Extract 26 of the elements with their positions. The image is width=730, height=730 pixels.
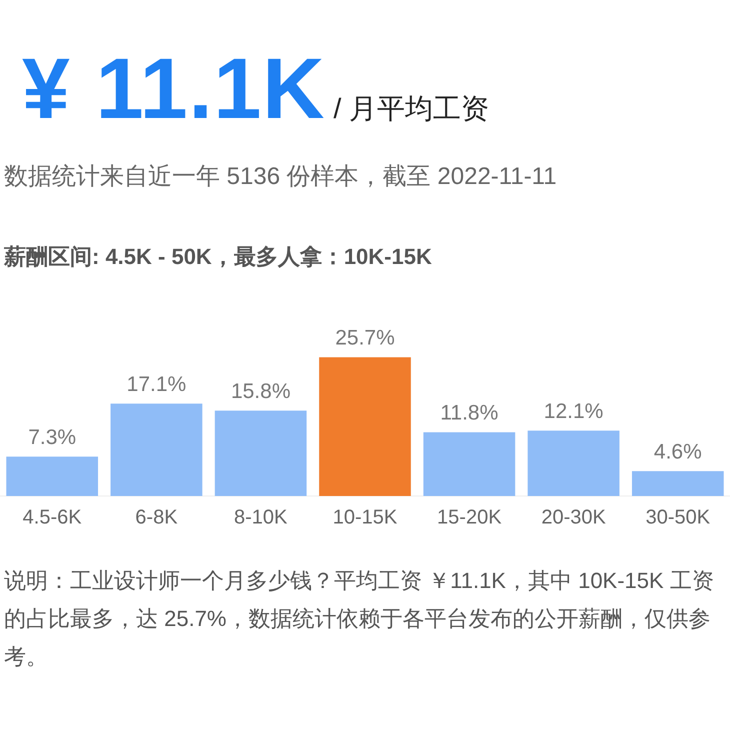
bar <box>110 404 202 496</box>
text: 数据统计来自近一年 5136 份样本，截至 2022-11-11 <box>4 162 558 192</box>
x-tick-label: 10-15K <box>332 506 398 529</box>
x-tick-label: 6-8K <box>135 506 178 529</box>
data-label: 15.8% <box>230 380 290 403</box>
x-tick-label: 4.5-6K <box>22 506 82 529</box>
bar <box>423 432 516 496</box>
data-label: 25.7% <box>335 326 395 350</box>
x-tick-label: 8-10K <box>234 506 288 529</box>
chart-subtitle: / 月平均工资 <box>333 93 490 124</box>
bar <box>319 357 411 496</box>
bar <box>6 456 98 496</box>
bar <box>214 410 307 496</box>
x-tick-label: 15-20K <box>437 506 502 529</box>
data-label: 4.6% <box>654 440 702 464</box>
x-tick-label: 30-50K <box>646 506 711 529</box>
text: 说明：工业设计师一个月多少钱？平均工资 ￥11.1K，其中 10K-15K 工资的占比最多，达 25.7%，数据统计依赖于各平台发布的公开薪酬，仅供参考。 <box>4 567 715 671</box>
chart-title: ¥ 11.1K <box>22 41 326 137</box>
data-label: 7.3% <box>28 426 76 449</box>
data-label: 17.1% <box>126 372 186 396</box>
text: 薪酬区间: 4.5K - 50K，最多人拿：10K-15K <box>4 243 433 271</box>
bar <box>528 430 620 496</box>
data-label: 12.1% <box>544 400 604 423</box>
bar <box>632 471 724 496</box>
data-label: 11.8% <box>440 402 498 425</box>
x-tick-label: 20-30K <box>541 506 606 529</box>
